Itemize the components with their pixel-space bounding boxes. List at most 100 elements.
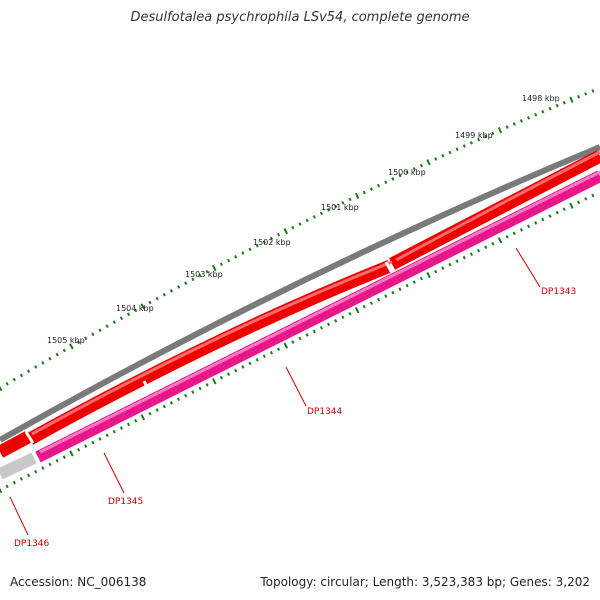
ruler-tick [412, 280, 416, 284]
ruler-tick [269, 350, 274, 355]
other-gene-block [0, 452, 37, 480]
ruler-tick [484, 134, 488, 139]
ruler-tick [491, 241, 495, 246]
ruler-tick [48, 462, 52, 467]
ruler-tick [176, 397, 181, 402]
ruler-tick [69, 450, 74, 457]
ruler-tick [569, 96, 574, 103]
ruler-tick [312, 215, 316, 219]
ruler-tick [384, 294, 388, 298]
ruler-tick [319, 211, 324, 216]
gene-highlight [31, 260, 393, 436]
kbp-label: 1504 kbp [116, 304, 154, 313]
ruler-tick [205, 383, 209, 387]
ruler-tick [41, 466, 45, 470]
ruler-tick [369, 301, 374, 305]
ruler-tick [505, 235, 509, 239]
ruler-tick [248, 247, 252, 252]
kbp-label: 1503 kbp [185, 270, 223, 279]
ruler-tick [19, 477, 23, 481]
ruler-tick [577, 95, 581, 99]
ruler-tick [419, 163, 424, 168]
kbp-label: 1501 kbp [321, 203, 359, 212]
ruler-tick [576, 200, 581, 205]
kbp-label: 1500 kbp [388, 168, 426, 177]
ruler-tick [112, 429, 116, 434]
ruler-tick [162, 404, 166, 409]
ruler-tick [305, 218, 309, 223]
ruler-tick [341, 315, 345, 320]
ruler-tick [505, 125, 509, 129]
ruler-tick [177, 285, 181, 289]
ruler-tick [55, 352, 59, 357]
ruler-tick [441, 153, 445, 158]
genome-stats-text: Topology: circular; Length: 3,523,383 bp… [260, 575, 590, 589]
ruler-tick [212, 378, 217, 385]
ruler-tick [348, 197, 352, 202]
ruler-tick [205, 269, 209, 274]
gene-separator [142, 380, 152, 394]
ruler-tick [212, 264, 217, 272]
ruler-tick [555, 210, 559, 215]
ruler-tick [55, 458, 59, 463]
gene-separator [24, 431, 35, 444]
ruler-tick [362, 190, 366, 195]
gene-label-dp1343: DP1343 [541, 287, 576, 297]
ruler-tick [291, 225, 295, 230]
ruler-tick [426, 159, 431, 166]
ruler-tick [12, 377, 16, 382]
ruler-tick [569, 202, 574, 209]
ruler-tick [140, 414, 146, 421]
gene-label-dp1346: DP1346 [14, 539, 50, 549]
ruler-tick [76, 340, 81, 345]
ruler-tick [348, 311, 352, 316]
gene-label-dp1345: DP1345 [108, 497, 143, 507]
ruler-tick [140, 303, 146, 310]
ruler-tick [262, 354, 266, 359]
ruler-tick [226, 372, 231, 376]
gene-leader-line [103, 452, 125, 494]
ruler-tick [362, 304, 366, 309]
ruler-tick [462, 144, 466, 148]
ruler-tick [148, 300, 152, 305]
genome-backbone [0, 144, 600, 443]
gene-highlight [395, 150, 600, 262]
ruler-tick [241, 251, 245, 255]
forward-gene-block [26, 259, 393, 445]
ruler-tick [219, 262, 223, 267]
ruler-tick [319, 326, 324, 330]
ruler-tick [376, 297, 381, 302]
ruler-tick [391, 290, 395, 295]
ruler-tick [234, 368, 238, 373]
ruler-tick [169, 289, 173, 293]
ruler-tick [591, 89, 595, 93]
gene-leader-line [285, 366, 307, 407]
ruler-tick [198, 386, 202, 391]
ruler-tick [326, 208, 331, 212]
ruler-tick [548, 214, 552, 218]
ruler-tick [77, 448, 81, 452]
ruler-tick [298, 222, 302, 226]
ruler-tick [0, 487, 3, 494]
ruler-tick [305, 333, 309, 337]
ruler-tick [526, 224, 531, 229]
ruler-tick [398, 287, 402, 291]
ruler-tick [519, 119, 523, 123]
forward-gene-block [0, 431, 32, 458]
ruler-tick [477, 137, 481, 142]
ruler-tick [162, 292, 166, 297]
ruler-tick [555, 103, 559, 108]
ruler-tick [534, 113, 538, 117]
ruler-tick [191, 277, 195, 282]
ruler-tick [34, 469, 38, 474]
ruler-tick [119, 426, 124, 430]
ruler-tick [34, 365, 38, 369]
ruler-tick [562, 207, 566, 211]
ruler-tick [98, 437, 102, 441]
ruler-tick [391, 177, 395, 181]
ruler-tick [584, 197, 588, 201]
ruler-tick [527, 116, 531, 120]
ruler-tick [219, 375, 223, 380]
ruler-tick [376, 183, 381, 188]
ruler-tick [484, 245, 488, 250]
